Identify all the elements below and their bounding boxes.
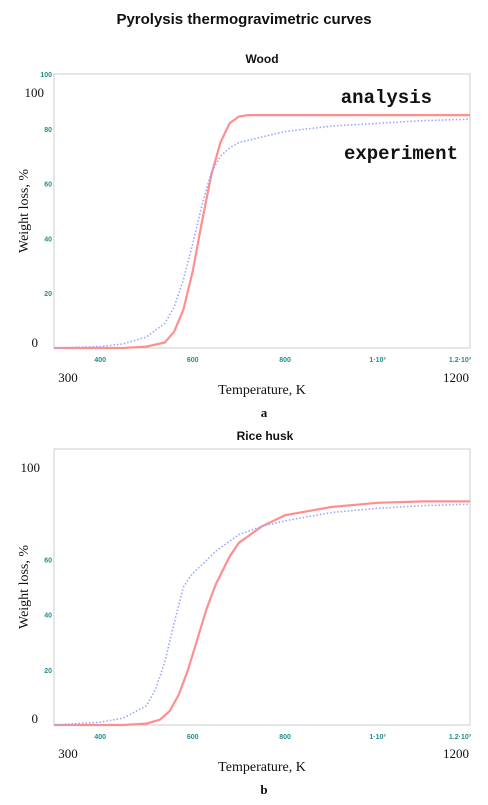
panel-wood-label: a	[261, 405, 268, 420]
panel-wood-inner-ytick: 100	[40, 72, 52, 79]
panel-wood-inner-xtick: 400	[94, 357, 106, 364]
panel-rice-husk-outer-xtick-1200: 1200	[443, 746, 469, 761]
panel-wood-outer-ytick-0: 0	[32, 335, 39, 350]
panel-rice-husk: Rice husk Weight loss, % Temperature, K …	[17, 429, 472, 797]
panel-wood-analysis-curve	[54, 114, 470, 350]
panel-rice-husk-series	[53, 500, 471, 727]
panel-wood-inner-ytick: 40	[44, 236, 52, 243]
panel-rice-husk-inner-xtick: 1.2·10³	[449, 734, 472, 741]
panel-rice-husk-label: b	[260, 782, 267, 797]
panel-rice-husk-outer-ytick-100: 100	[21, 460, 41, 475]
panel-rice-husk-analysis-curve	[54, 500, 470, 727]
panel-rice-husk-inner-xtick: 800	[279, 734, 291, 741]
panel-wood-ylabel: Weight loss, %	[17, 169, 32, 253]
panel-wood: Wood Weight loss, % Temperature, K a 100…	[17, 52, 472, 420]
panel-wood-outer-ytick-100: 100	[25, 85, 45, 100]
panel-rice-husk-outer-xtick-300: 300	[58, 746, 78, 761]
panel-wood-inner-ticks: 400 600 800 1·10³ 1.2·10³ 20 40 60 80 100	[40, 72, 471, 364]
panel-rice-husk-title: Rice husk	[237, 429, 294, 443]
panel-rice-husk-experiment-curve	[53, 503, 471, 726]
panel-wood-inner-xtick: 800	[279, 357, 291, 364]
panel-rice-husk-inner-ticks: 400 600 800 1·10³ 1.2·10³ 20 40 60	[44, 557, 472, 741]
panel-wood-title: Wood	[245, 52, 278, 66]
panel-wood-inner-ytick: 80	[44, 127, 52, 134]
panel-rice-husk-inner-xtick: 400	[94, 734, 106, 741]
panel-rice-husk-inner-ytick: 60	[44, 557, 52, 564]
panel-wood-outer-xtick-300: 300	[58, 370, 78, 385]
panel-wood-annotation-experiment: experiment	[344, 143, 458, 165]
panel-rice-husk-inner-xtick: 600	[187, 734, 199, 741]
panel-wood-inner-ytick: 20	[44, 291, 52, 298]
panel-rice-husk-xlabel: Temperature, K	[218, 760, 306, 775]
panel-rice-husk-inner-xtick: 1·10³	[369, 734, 386, 741]
panel-wood-annotation-analysis: analysis	[341, 87, 432, 109]
figure-title: Pyrolysis thermogravimetric curves	[116, 11, 371, 28]
panel-wood-inner-ytick: 60	[44, 182, 52, 189]
panel-wood-inner-xtick: 1·10³	[369, 357, 386, 364]
panel-wood-inner-xtick: 600	[187, 357, 199, 364]
panel-wood-experiment-curve	[53, 118, 471, 349]
panel-rice-husk-outer-ytick-0: 0	[32, 711, 39, 726]
panel-rice-husk-frame	[53, 448, 471, 726]
panel-wood-xlabel: Temperature, K	[218, 383, 306, 398]
panel-rice-husk-ylabel: Weight loss, %	[17, 545, 32, 629]
panel-wood-outer-xtick-1200: 1200	[443, 370, 469, 385]
panel-wood-frame	[53, 73, 471, 349]
panel-wood-inner-xtick: 1.2·10³	[449, 357, 472, 364]
panel-rice-husk-inner-ytick: 40	[44, 613, 52, 620]
panel-wood-series	[53, 114, 471, 350]
panel-rice-husk-inner-ytick: 20	[44, 668, 52, 675]
